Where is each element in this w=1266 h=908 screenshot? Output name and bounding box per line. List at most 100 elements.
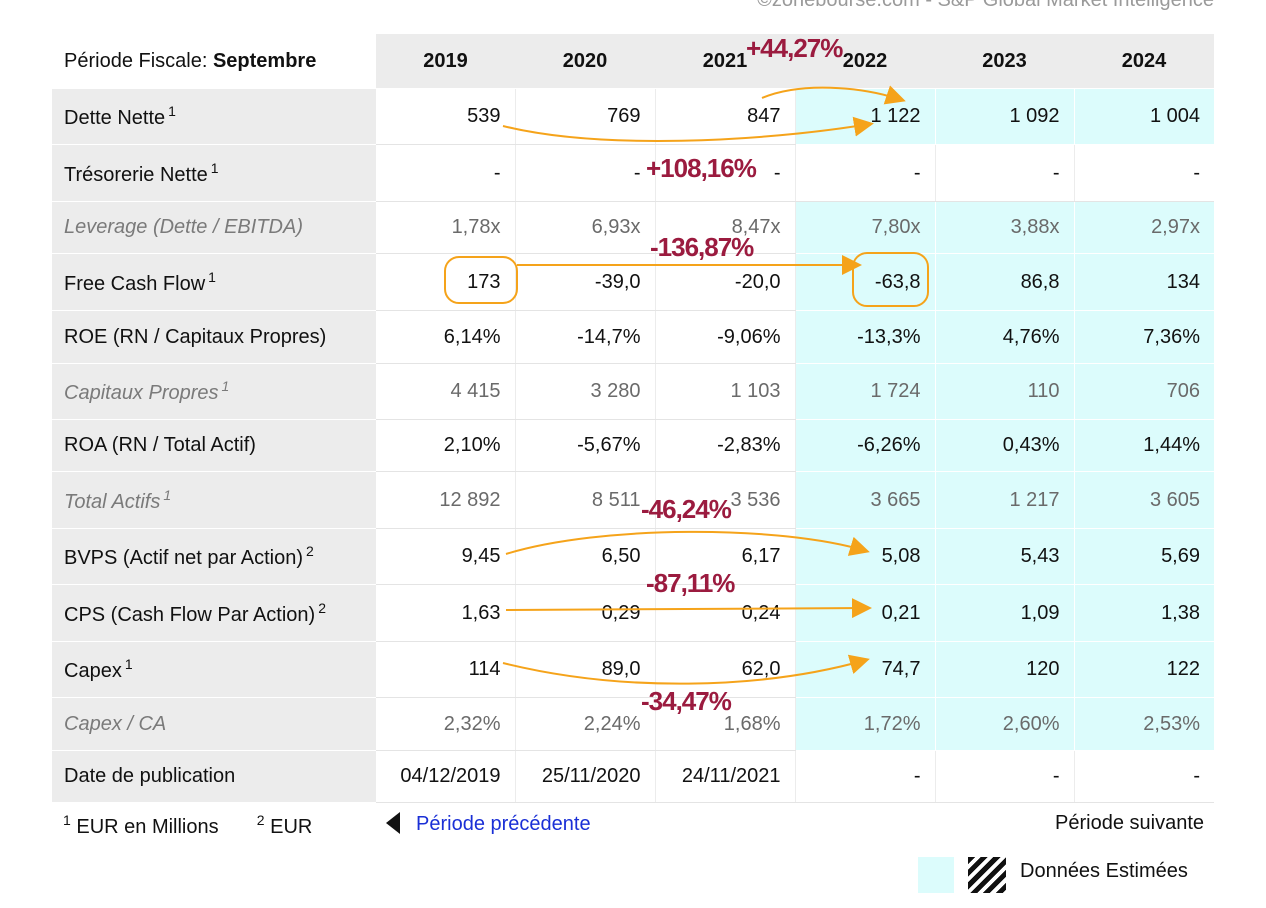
value-cell: 6,17 bbox=[655, 528, 796, 585]
footnote-2-marker: 2 bbox=[256, 812, 265, 828]
table-row: BVPS (Actif net par Action) 2 9,45 6,50 6,17… bbox=[52, 528, 1214, 585]
value-cell: - bbox=[1074, 750, 1214, 803]
footnote-marker: 2 bbox=[318, 599, 326, 616]
year-header: 2023 bbox=[935, 34, 1074, 89]
row-label: Capitaux Propres 1 bbox=[52, 363, 376, 420]
value-cell: 12 892 bbox=[376, 471, 516, 529]
year-header: 2024 bbox=[1074, 34, 1214, 89]
value-cell: 0,43% bbox=[935, 419, 1075, 472]
value-cell: 1 004 bbox=[1074, 88, 1214, 145]
legend-label: Données Estimées bbox=[1020, 860, 1188, 882]
value-cell: 0,29 bbox=[515, 584, 656, 642]
value-cell: 3 605 bbox=[1074, 471, 1214, 529]
footnote-marker: 2 bbox=[306, 543, 314, 559]
value-cell: 134 bbox=[1074, 253, 1214, 311]
value-cell: 1 092 bbox=[935, 88, 1075, 145]
year-header: 2020 bbox=[515, 34, 655, 89]
footnotes: 1 EUR en Millions 2 EUR bbox=[60, 812, 312, 839]
hatch-pattern-icon bbox=[968, 857, 1006, 893]
row-label: Leverage (Dette / EBITDA) bbox=[52, 201, 376, 254]
value-cell: -39,0 bbox=[515, 253, 656, 311]
value-cell: 1,38 bbox=[1074, 584, 1214, 642]
previous-period-label[interactable]: Période précédente bbox=[416, 813, 591, 835]
value-cell: 2,32% bbox=[376, 697, 516, 751]
fiscal-period: Période Fiscale: Septembre bbox=[52, 34, 376, 89]
value-cell: 8 511 bbox=[515, 471, 656, 529]
value-cell: 4,76% bbox=[935, 310, 1075, 364]
value-cell: 0,21 bbox=[795, 584, 936, 642]
table-row: Dette Nette 1 539 769 847 1 122 1 092 1 004 bbox=[52, 88, 1214, 145]
table-row: ROA (RN / Total Actif) 2,10% -5,67% -2,83% -… bbox=[52, 419, 1214, 472]
value-cell: 1,68% bbox=[655, 697, 796, 751]
row-label-text: BVPS (Actif net par Action) bbox=[64, 547, 303, 569]
value-cell: 6,14% bbox=[376, 310, 516, 364]
value-cell: 0,24 bbox=[655, 584, 796, 642]
row-label-text: Leverage (Dette / EBITDA) bbox=[64, 216, 303, 238]
value-cell: 1 217 bbox=[935, 471, 1075, 529]
value-cell: 2,10% bbox=[376, 419, 516, 472]
value-cell: 2,53% bbox=[1074, 697, 1214, 751]
value-cell: 5,08 bbox=[795, 528, 936, 585]
value-cell: 24/11/2021 bbox=[655, 750, 796, 803]
value-cell: 86,8 bbox=[935, 253, 1075, 311]
value-cell: 1,78x bbox=[376, 201, 516, 254]
value-cell: 5,69 bbox=[1074, 528, 1214, 585]
value-cell: 6,50 bbox=[515, 528, 656, 585]
row-label: Trésorerie Nette 1 bbox=[52, 144, 376, 202]
footnote-marker: 1 bbox=[168, 103, 176, 119]
value-cell: 6,93x bbox=[515, 201, 656, 254]
value-cell: -5,67% bbox=[515, 419, 656, 472]
row-label-text: Capitaux Propres bbox=[64, 382, 219, 404]
value-cell: 769 bbox=[515, 88, 656, 145]
value-cell: 3,88x bbox=[935, 201, 1075, 254]
value-cell: 74,7 bbox=[795, 641, 936, 698]
table-row: Free Cash Flow 1 173 -39,0 -20,0 -63,8 86,8 134 bbox=[52, 253, 1214, 311]
value-cell: 2,60% bbox=[935, 697, 1075, 751]
value-cell: 7,36% bbox=[1074, 310, 1214, 364]
value-cell: 1 122 bbox=[795, 88, 936, 145]
value-cell: 2,24% bbox=[515, 697, 656, 751]
fiscal-period-label: Période Fiscale: bbox=[64, 49, 213, 72]
year-header: 2019 bbox=[376, 34, 515, 89]
value-cell: 847 bbox=[655, 88, 796, 145]
value-cell: 122 bbox=[1074, 641, 1214, 698]
value-cell: - bbox=[935, 144, 1075, 202]
table-row: Total Actifs 1 12 892 8 511 3 536 3 665 1 217 3… bbox=[52, 471, 1214, 529]
value-cell: 114 bbox=[376, 641, 516, 698]
triangle-left-icon[interactable] bbox=[386, 812, 400, 834]
value-cell: -13,3% bbox=[795, 310, 936, 364]
value-cell: 4 415 bbox=[376, 363, 516, 420]
row-label: CPS (Cash Flow Par Action) 2 bbox=[52, 584, 376, 642]
next-period-link[interactable]: Période suivante bbox=[1055, 812, 1204, 834]
row-label-text: Capex / CA bbox=[64, 712, 167, 735]
row-label: Free Cash Flow 1 bbox=[52, 253, 376, 311]
footnote-marker: 1 bbox=[124, 656, 133, 672]
table-row: Leverage (Dette / EBITDA) 1,78x 6,93x 8,47x… bbox=[52, 201, 1214, 254]
value-cell: 539 bbox=[376, 88, 516, 145]
footnote-marker: 1 bbox=[221, 378, 230, 394]
value-cell: 1,09 bbox=[935, 584, 1075, 642]
value-cell: 2,97x bbox=[1074, 201, 1214, 254]
row-label-text: Free Cash Flow bbox=[64, 272, 206, 295]
footnote-1-marker: 1 bbox=[63, 812, 71, 828]
footnote-marker: 1 bbox=[208, 268, 216, 285]
value-cell: 173 bbox=[376, 253, 516, 311]
value-cell: 89,0 bbox=[515, 641, 656, 698]
value-cell: 7,80x bbox=[795, 201, 936, 254]
value-cell: 3 665 bbox=[795, 471, 936, 529]
row-label-text: Dette Nette bbox=[64, 107, 166, 129]
value-cell: -9,06% bbox=[655, 310, 796, 364]
row-label: ROA (RN / Total Actif) bbox=[52, 419, 376, 472]
row-label-text: Trésorerie Nette bbox=[64, 163, 208, 186]
previous-period-link[interactable]: Période précédente bbox=[386, 812, 591, 836]
value-cell: 62,0 bbox=[655, 641, 796, 698]
value-cell: -63,8 bbox=[795, 253, 936, 311]
year-header: 2021 bbox=[655, 34, 795, 89]
value-cell: 120 bbox=[935, 641, 1075, 698]
fiscal-period-value: Septembre bbox=[212, 49, 317, 72]
row-label-text: ROE (RN / Capitaux Propres) bbox=[64, 325, 327, 348]
row-label: Capex 1 bbox=[52, 641, 376, 698]
table-row: Capex 1 114 89,0 62,0 74,7 120 122 bbox=[52, 641, 1214, 698]
value-cell: 706 bbox=[1074, 363, 1214, 420]
value-cell: 1 103 bbox=[655, 363, 796, 420]
